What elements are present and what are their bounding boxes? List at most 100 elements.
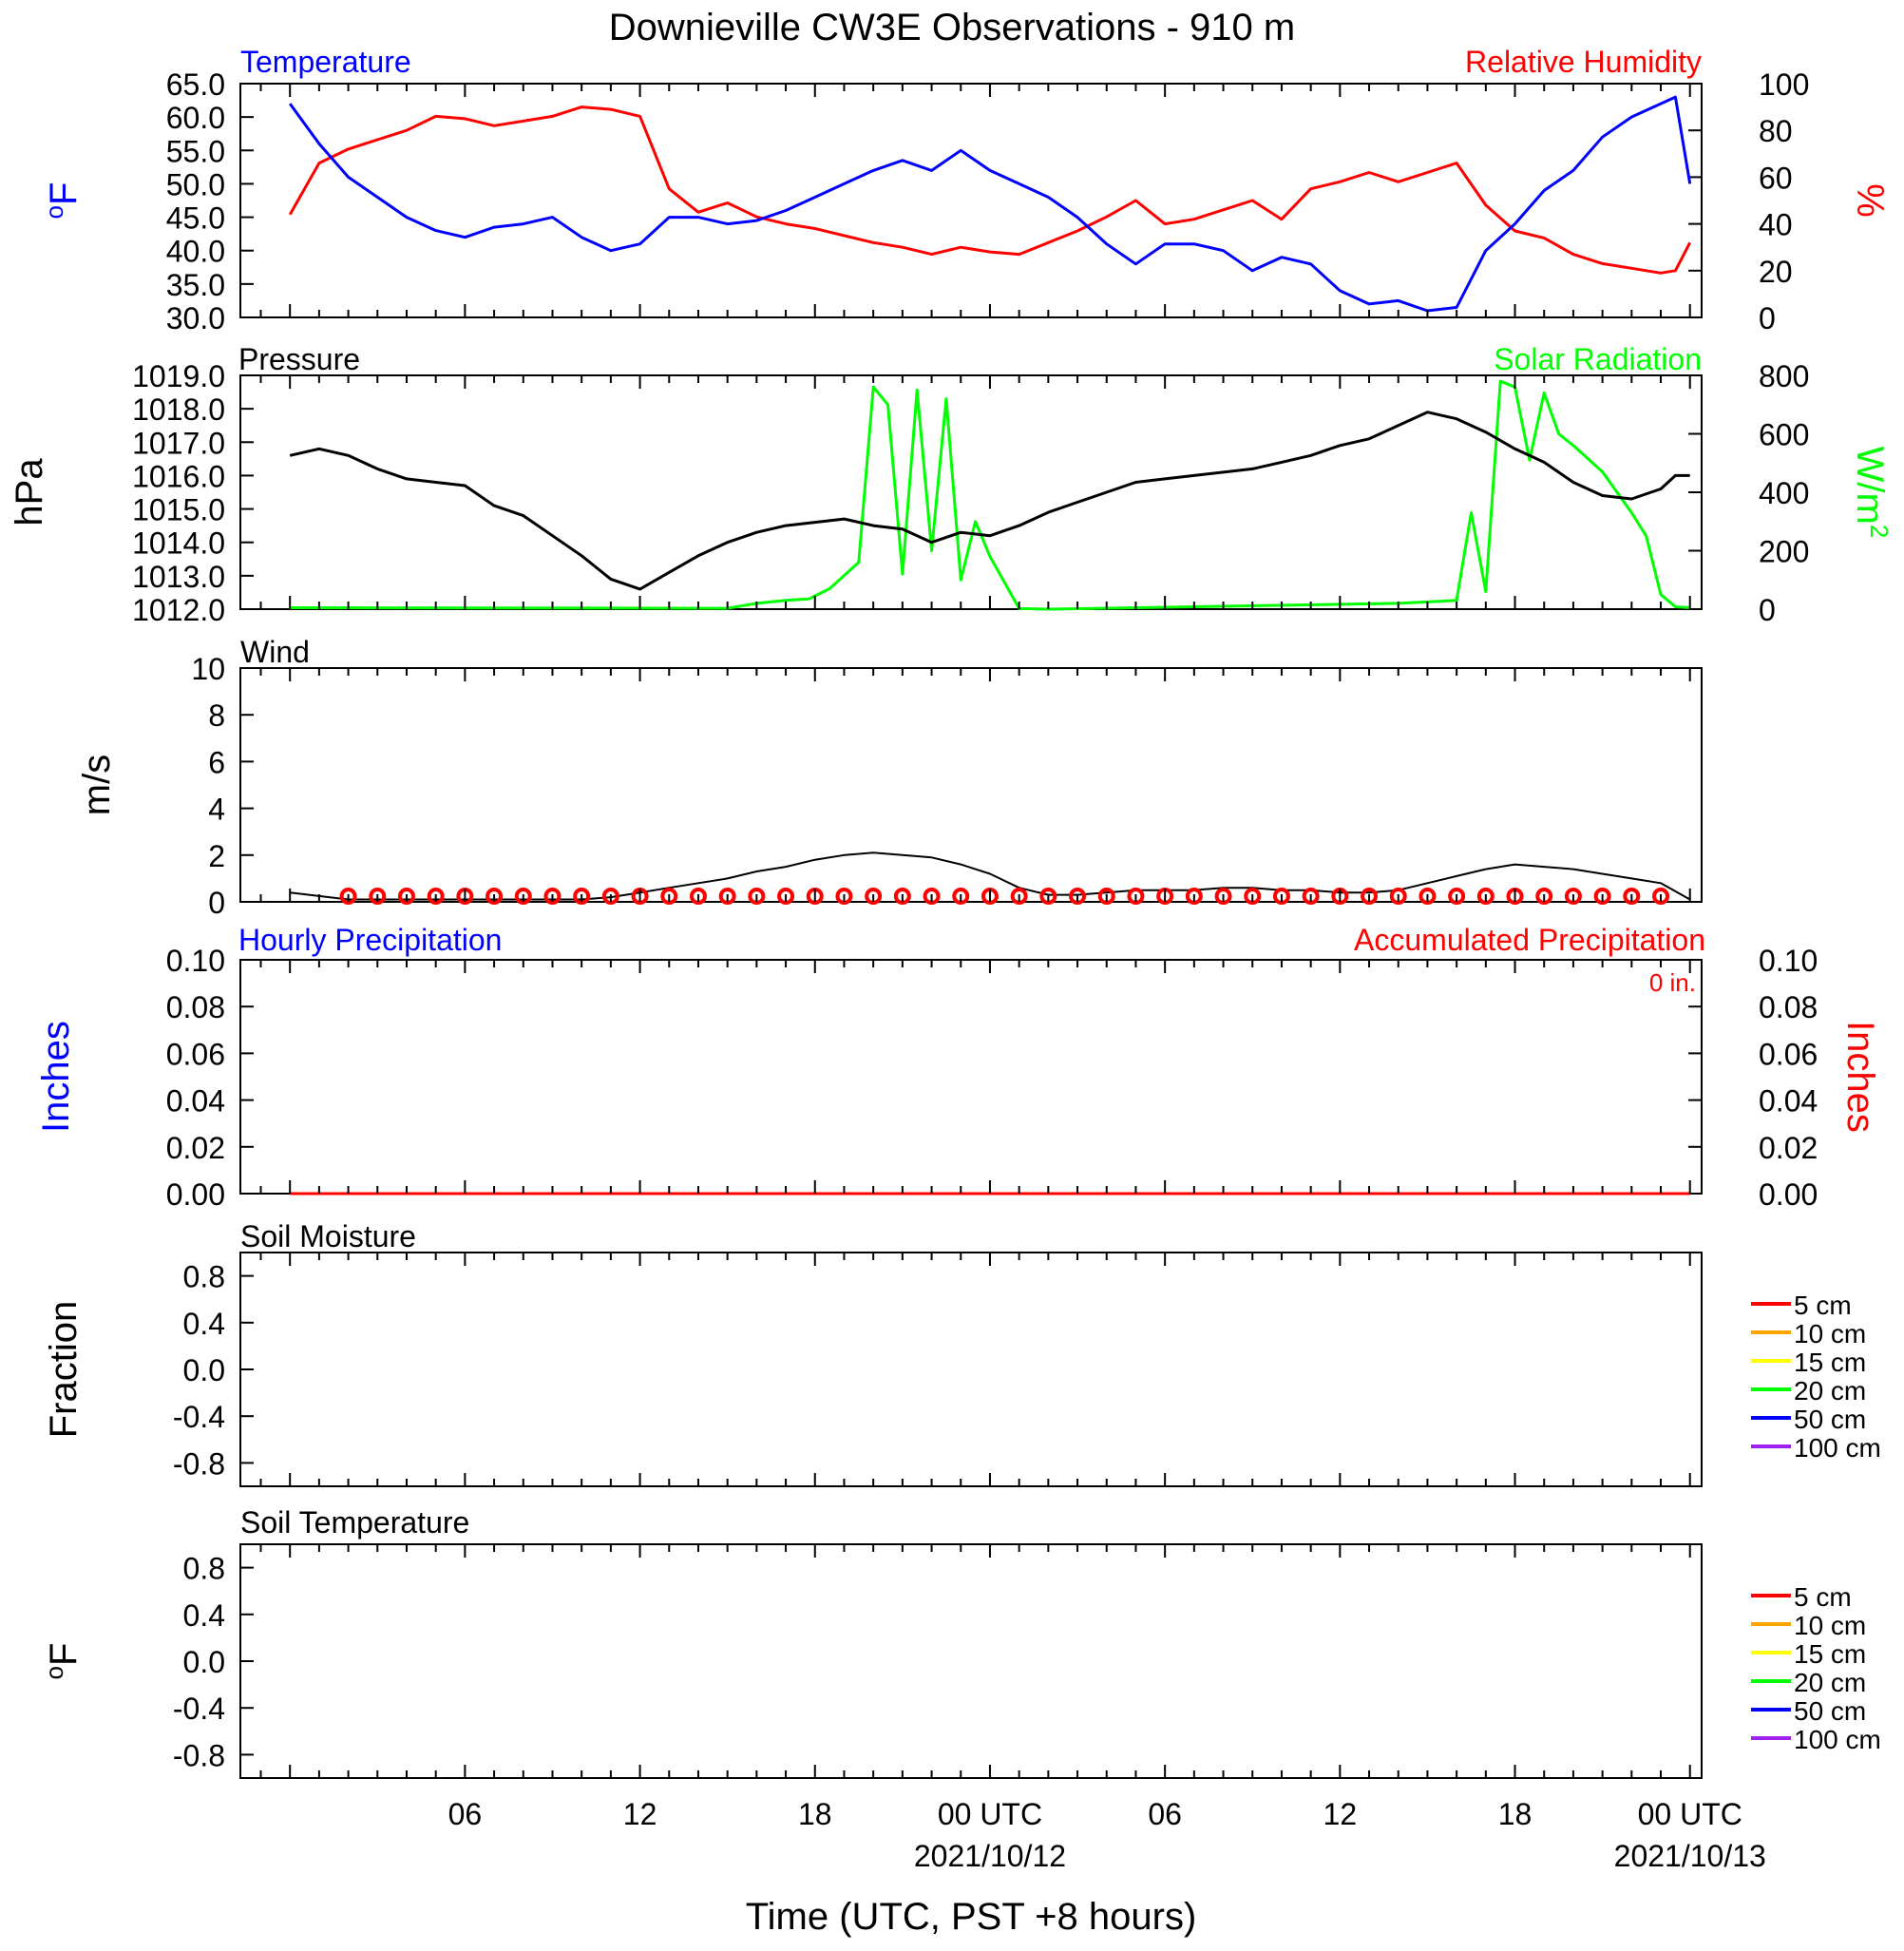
solar-tick-label: 400	[1759, 476, 1809, 510]
wind-barb-calm	[718, 888, 736, 905]
solar-tick-label: 800	[1759, 359, 1809, 393]
accum-tick-label: 0.00	[1759, 1177, 1818, 1212]
x-tick-label: 06	[448, 1797, 483, 1831]
accum-tick-label: 0.08	[1759, 990, 1818, 1024]
solar-tick-label: 0	[1759, 593, 1776, 627]
solar-title: Solar Radiation	[1494, 342, 1702, 376]
rh-tick-label: 80	[1759, 114, 1793, 148]
x-axis-tick-labels: 06 12 18 00 UTC 2021/10/12 06 12 18 00 UTC 2021/1…	[448, 1797, 1766, 1873]
legend-label: 5 cm	[1794, 1291, 1852, 1320]
wind-tick-labels: 10 8 6 4 2 0	[191, 652, 254, 920]
legend-label: 100 cm	[1794, 1725, 1881, 1754]
precip-tick-label: 0.04	[166, 1084, 225, 1119]
hourly-precip-axis-unit: Inches	[35, 1021, 77, 1133]
wind-barb-calm	[601, 888, 619, 905]
precip-tick-label: 0.10	[166, 944, 225, 978]
legend-label: 15 cm	[1794, 1639, 1866, 1669]
soil-moisture-frame	[239, 1252, 1703, 1487]
legend-label: 10 cm	[1794, 1319, 1866, 1348]
soil-moisture-tick-labels: 0.8 0.4 0.0 -0.4 -0.8	[173, 1260, 254, 1481]
wind-barb-calm	[1535, 888, 1553, 905]
pressure-solar-series	[289, 379, 1690, 611]
temperature-line	[288, 95, 1692, 313]
rh-tick-label: 40	[1759, 208, 1793, 242]
temp-tick-label: 30.0	[166, 301, 225, 335]
x-tick-label: 00 UTC	[938, 1797, 1042, 1831]
soil-temperature-axis-unit: oF	[40, 1643, 85, 1680]
soil-temperature-tick-label: -0.8	[173, 1738, 225, 1772]
legend-label: 20 cm	[1794, 1668, 1866, 1697]
solar-axis-unit: W/m2	[1849, 447, 1894, 539]
solar-tick-label: 600	[1759, 418, 1809, 452]
wind-barb-calm	[1272, 888, 1290, 905]
temperature-title: Temperature	[240, 45, 411, 79]
temp-tick-label: 55.0	[166, 134, 225, 168]
pressure-solar-panel: Pressure Solar Radiation hPa W/m2 1019.0…	[9, 342, 1894, 627]
wind-barb-calm	[1127, 888, 1145, 905]
precip-tick-label: 0.06	[166, 1037, 225, 1071]
wind-barb-calm	[1185, 888, 1203, 905]
accum-tick-label: 0.02	[1759, 1131, 1818, 1165]
temp-tick-label: 40.0	[166, 235, 225, 269]
x-tick-label: 18	[798, 1797, 832, 1831]
x-tick-date: 2021/10/13	[1614, 1839, 1766, 1873]
soil-temperature-tick-label: 0.8	[183, 1552, 225, 1586]
wind-tick-label: 0	[208, 886, 225, 920]
pressure-line	[289, 411, 1690, 591]
solar-tick-labels: 800 600 400 200 0	[1688, 359, 1809, 627]
soil-moisture-panel: Soil Moisture Fraction 0.8 0.4 0.0 -0.4 -0.8…	[43, 1219, 1881, 1487]
pressure-tick-label: 1013.0	[132, 560, 225, 594]
legend-label: 50 cm	[1794, 1696, 1866, 1726]
wind-tick-label: 6	[208, 745, 225, 779]
wind-barb-calm	[1418, 888, 1437, 905]
precip-tick-label: 0.08	[166, 990, 225, 1024]
precip-tick-label: 0.00	[166, 1177, 225, 1212]
soil-moisture-tick-label: 0.4	[183, 1307, 225, 1341]
wind-barb-calm	[1389, 888, 1407, 905]
accum-precip-tick-labels: 0.10 0.08 0.06 0.04 0.02 0.00	[1688, 944, 1818, 1212]
precip-frame	[239, 959, 1703, 1195]
temp-tick-label: 45.0	[166, 201, 225, 236]
temp-tick-label: 60.0	[166, 101, 225, 135]
soil-temperature-tick-label: 0.0	[183, 1645, 225, 1679]
soil-temperature-tick-labels: 0.8 0.4 0.0 -0.4 -0.8	[173, 1552, 254, 1772]
wind-barb-calm	[486, 888, 504, 905]
wind-title: Wind	[240, 635, 310, 669]
wind-barb-calm	[1097, 888, 1115, 905]
temp-tick-label: 65.0	[166, 67, 225, 102]
rh-axis-unit: %	[1849, 183, 1891, 218]
soil-moisture-tick-label: -0.8	[173, 1446, 225, 1481]
soil-temperature-panel: Soil Temperature oF 0.8 0.4 0.0 -0.4 -0.8 5 …	[40, 1505, 1881, 1779]
x-tick-label: 12	[623, 1797, 657, 1831]
wind-barb-calm	[369, 888, 387, 905]
x-tick-label: 00 UTC	[1638, 1797, 1742, 1831]
accum-precip-title: Accumulated Precipitation	[1354, 923, 1705, 957]
wind-barb-calm	[1564, 888, 1582, 905]
wind-tick-label: 10	[191, 652, 225, 686]
wind-barb-calm	[339, 888, 357, 905]
accum-tick-label: 0.10	[1759, 944, 1818, 978]
pressure-tick-label: 1018.0	[132, 392, 225, 427]
wind-axis-unit: m/s	[76, 755, 118, 815]
pressure-tick-label: 1016.0	[132, 459, 225, 493]
wind-series	[290, 851, 1691, 905]
wind-barb-calm	[1039, 888, 1057, 905]
chart-title: Downieville CW3E Observations - 910 m	[609, 7, 1295, 48]
pressure-tick-label: 1019.0	[132, 359, 225, 393]
soil-temperature-title: Soil Temperature	[240, 1505, 469, 1540]
solar-line	[290, 379, 1690, 611]
rh-tick-label: 0	[1759, 301, 1776, 335]
accum-tick-label: 0.04	[1759, 1084, 1818, 1119]
legend-label: 50 cm	[1794, 1405, 1866, 1434]
wind-barb-calm	[1214, 888, 1232, 905]
soil-moisture-tick-label: 0.0	[183, 1353, 225, 1387]
wind-barb-calm	[865, 888, 883, 905]
pressure-tick-label: 1014.0	[132, 526, 225, 561]
temp-tick-label: 50.0	[166, 167, 225, 201]
humidity-line	[288, 105, 1692, 275]
soil-moisture-title: Soil Moisture	[240, 1219, 416, 1253]
wind-barb-calm	[1448, 888, 1466, 905]
wind-barb-calm	[1652, 888, 1670, 905]
